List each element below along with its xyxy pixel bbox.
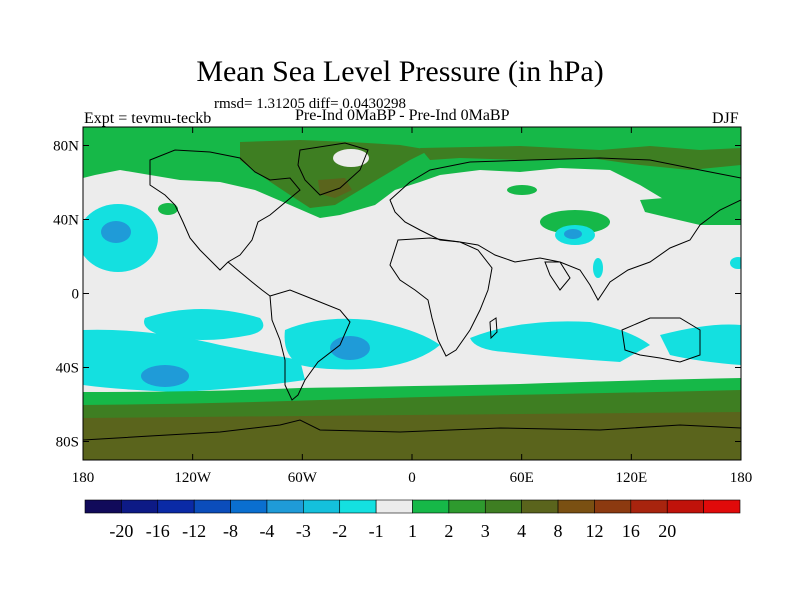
colorbar-swatch	[557, 499, 595, 514]
colorbar-label: -12	[182, 521, 206, 541]
colorbar-swatch	[521, 499, 559, 514]
colorbar-label: 1	[408, 521, 417, 541]
tibet-core	[564, 229, 582, 239]
colorbar-swatch	[630, 499, 668, 514]
south-pacific-core	[141, 365, 189, 387]
lon-label: 0	[408, 470, 416, 486]
colorbar-label: -20	[109, 521, 133, 541]
colorbar-swatch	[230, 499, 268, 514]
colorbar-swatch	[448, 499, 486, 514]
coast-north-america	[149, 149, 301, 271]
coast-africa	[389, 237, 493, 357]
antarctica-positive	[83, 412, 741, 460]
eurasia-positive-patch	[507, 185, 537, 195]
lon-label: 60E	[510, 470, 534, 486]
map-plot-area	[83, 127, 741, 460]
colorbar-swatch	[339, 499, 377, 514]
coastlines	[83, 142, 741, 441]
longitude-axis: 180 120W 60W 0 60E 120E 180	[72, 127, 753, 486]
coast-greenland	[297, 142, 369, 196]
experiment-label: Expt = tevmu-teckb	[84, 110, 212, 127]
alaska-positive-patch	[158, 203, 178, 215]
south-pacific-band	[83, 329, 305, 392]
season-label: DJF	[712, 110, 739, 127]
colorbar-swatch	[594, 499, 632, 514]
colorbar-label: -16	[146, 521, 170, 541]
greenland-positive-region	[240, 140, 430, 208]
tibet-positive-ring	[540, 210, 610, 234]
lon-label: 180	[72, 470, 95, 486]
colorbar-swatch	[484, 499, 522, 514]
colorbar-label: -8	[223, 521, 238, 541]
coast-australia	[621, 317, 701, 363]
colorbar-swatch	[703, 499, 741, 514]
lat-label: 80N	[53, 139, 79, 155]
coast-central-america	[227, 261, 271, 297]
se-asia-negative	[593, 258, 603, 278]
colorbar-label: -4	[259, 521, 274, 541]
colorbar: -20 -16 -12 -8 -4 -3 -2 -1 1 2 3 4 8 12 16 20	[84, 499, 741, 541]
colorbar-label: 16	[622, 521, 640, 541]
colorbar-label: 3	[481, 521, 490, 541]
comparison-label: Pre-Ind 0MaBP - Pre-Ind 0MaBP	[295, 107, 510, 124]
coast-antarctica	[83, 419, 741, 441]
south-atlantic-core	[330, 336, 370, 360]
colorbar-swatch	[375, 499, 413, 514]
lat-label: 80S	[56, 435, 79, 451]
colorbar-label: 20	[658, 521, 676, 541]
lon-label: 120E	[615, 470, 647, 486]
colorbar-label: -3	[296, 521, 311, 541]
lat-label: 40N	[53, 213, 79, 229]
colorbar-label: -1	[369, 521, 384, 541]
lon-label: 120W	[174, 470, 212, 486]
colorbar-label: 8	[554, 521, 563, 541]
arctic-neutral-hole	[333, 149, 369, 167]
asia-positive-patch	[640, 195, 741, 225]
stats-text: rmsd= 1.31205 diff= 0.0430298	[214, 96, 407, 112]
lon-label: 60W	[288, 470, 318, 486]
east-pacific-negative-patch	[730, 257, 741, 269]
coast-south-america	[269, 289, 351, 401]
south-pacific-negative	[144, 309, 264, 340]
lat-label: 40S	[56, 361, 79, 377]
colorbar-label: 12	[585, 521, 603, 541]
colorbar-label: 4	[517, 521, 526, 541]
colorbar-swatch	[666, 499, 704, 514]
colorbar-swatch	[303, 499, 341, 514]
coast-india	[544, 261, 571, 291]
arctic-olive-band	[420, 146, 741, 170]
north-pacific-core	[101, 221, 131, 243]
colorbar-swatch	[266, 499, 304, 514]
colorbar-swatch	[121, 499, 159, 514]
coast-madagascar	[489, 317, 498, 340]
lat-label: 0	[72, 287, 80, 303]
colorbar-swatch	[412, 499, 450, 514]
colorbar-label: 2	[444, 521, 453, 541]
latitude-axis: 80N 40N 0 40S 80S	[53, 139, 741, 451]
colorbar-swatch	[157, 499, 195, 514]
colorbar-label: -2	[332, 521, 347, 541]
lon-label: 180	[730, 470, 753, 486]
colorbar-swatch	[193, 499, 231, 514]
indian-ocean-negative	[470, 321, 650, 362]
colorbar-swatch	[84, 499, 122, 514]
map-title: Mean Sea Level Pressure (in hPa)	[196, 55, 604, 88]
